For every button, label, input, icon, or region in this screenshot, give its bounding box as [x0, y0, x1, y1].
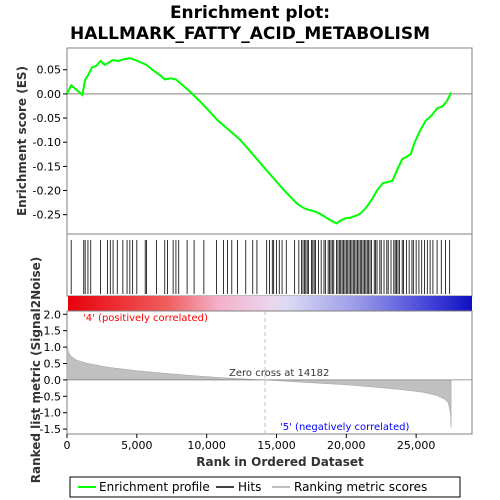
metric-y-tick-label: 1.5 — [44, 325, 62, 338]
metric-area — [66, 342, 452, 428]
es-axis-label: Enrichment score (ES) — [15, 66, 29, 216]
x-tick-label: 20,000 — [327, 439, 366, 452]
es-profile-line — [66, 57, 453, 225]
metric-y-tick-label: 0.5 — [44, 357, 62, 370]
legend-es-label: Enrichment profile — [99, 480, 210, 494]
metric-layer — [66, 311, 472, 434]
metric-y-tick-label: -1.0 — [40, 407, 61, 420]
metric-y-tick-label: 0.0 — [44, 374, 62, 387]
hits-layer — [70, 240, 451, 294]
metric-y-tick-label: -0.5 — [40, 390, 61, 403]
legend-hits-label: Hits — [238, 480, 261, 494]
ticks-layer: 0.050.00-0.05-0.10-0.15-0.20-0.252.01.51… — [33, 64, 436, 452]
es-y-tick-label: -0.25 — [33, 209, 61, 222]
metric-y-tick-label: -1.5 — [40, 423, 61, 436]
legend-metric-label: Ranking metric scores — [294, 480, 427, 494]
es-y-tick-label: -0.10 — [33, 136, 61, 149]
es-y-tick-label: -0.15 — [33, 160, 61, 173]
es-y-tick-label: 0.05 — [37, 64, 62, 77]
zero-cross-label: Zero cross at 14182 — [229, 368, 329, 379]
positive-correlation-label: '4' (positively correlated) — [83, 313, 208, 324]
es-y-tick-label: -0.05 — [33, 112, 61, 125]
metric-y-tick-label: 2.0 — [44, 308, 62, 321]
es-layer — [66, 57, 472, 225]
es-y-tick-label: -0.20 — [33, 185, 61, 198]
metric-y-tick-label: 1.0 — [44, 341, 62, 354]
es-y-tick-label: 0.00 — [37, 88, 62, 101]
rank-color-bar — [68, 296, 472, 311]
metric-axis-label: Ranked list metric (Signal2Noise) — [29, 257, 43, 484]
negative-correlation-label: '5' (negatively correlated) — [280, 422, 409, 433]
chart-title-line2: HALLMARK_FATTY_ACID_METABOLISM — [70, 24, 430, 44]
x-tick-label: 5,000 — [121, 439, 153, 452]
x-tick-label: 10,000 — [187, 439, 226, 452]
es-panel — [66, 47, 473, 235]
chart-title-line1: Enrichment plot: — [170, 3, 330, 23]
x-tick-label: 25,000 — [397, 439, 436, 452]
legend-box — [69, 476, 461, 498]
x-tick-label: 15,000 — [257, 439, 296, 452]
x-tick-label: 0 — [64, 439, 71, 452]
x-axis-label: Rank in Ordered Dataset — [196, 455, 364, 469]
